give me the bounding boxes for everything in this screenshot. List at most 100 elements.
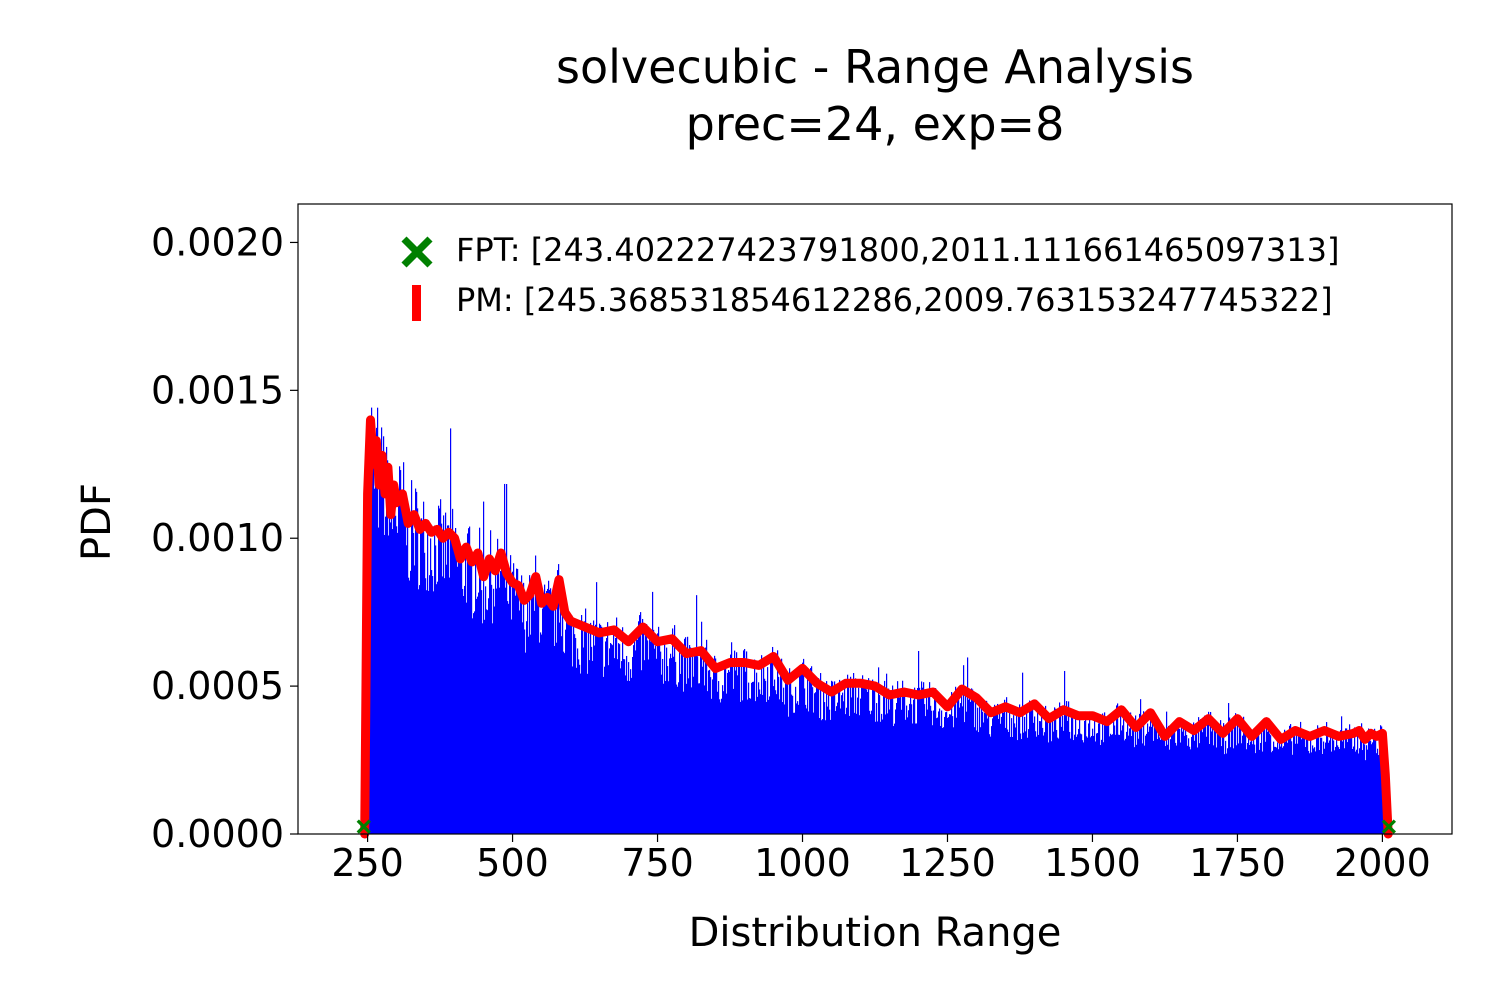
histogram-bar [848,687,850,834]
histogram-bar [1332,730,1334,834]
histogram-bar [655,645,657,834]
histogram-bar [405,512,407,834]
histogram-bar [1232,720,1234,834]
histogram-bar [705,647,707,834]
histogram-bar [1321,737,1323,834]
histogram-bar [633,645,635,834]
histogram-bar [980,727,982,834]
histogram-bar [1310,736,1312,834]
histogram-bar [691,687,693,834]
histogram-bar [781,658,783,834]
histogram-bar [729,671,731,834]
histogram-bar [737,675,739,834]
histogram-bar [373,433,375,834]
histogram-bar [684,638,686,834]
histogram-bar [911,704,913,834]
histogram-bar [1197,747,1199,834]
histogram-bar [872,679,874,834]
histogram-bar [975,693,977,834]
histogram-bar [1162,725,1164,834]
histogram-bar [1166,711,1168,834]
histogram-bar [396,526,398,834]
histogram-bar [1276,747,1278,834]
histogram-bar [1247,743,1249,834]
histogram-bar [920,693,922,834]
histogram-bar [1076,736,1078,834]
histogram-bar [1008,732,1010,834]
histogram-bar [786,680,788,834]
histogram-bar [415,488,417,834]
histogram-bar [1022,672,1024,834]
histogram-bar [517,568,519,834]
histogram-bar [986,700,988,834]
histogram-bar [639,615,641,834]
histogram-bar [1135,715,1137,834]
histogram-bar [1081,734,1083,834]
histogram-bar [1361,723,1363,834]
histogram-bar [534,610,536,834]
histogram-bar [414,565,416,834]
histogram-bar [961,690,963,834]
histogram-bar [1344,748,1346,834]
histogram-bar [866,689,868,834]
histogram-bar [1098,723,1100,834]
histogram-bar [1158,729,1160,834]
histogram-bar [728,669,730,834]
histogram-bar [490,530,492,834]
histogram-bar [1122,725,1124,834]
histogram-bar [531,595,533,834]
histogram-bar [1217,733,1219,834]
histogram-bar [958,689,960,834]
histogram-bar [802,662,804,834]
histogram-bar [988,713,990,834]
histogram-bar [738,659,740,834]
histogram-bar [751,682,753,834]
histogram-bar [999,709,1001,834]
histogram-bar [794,712,796,834]
histogram-bar [767,667,769,834]
histogram-bar [1379,740,1381,834]
histogram-bar [860,698,862,834]
histogram-bar [940,725,942,834]
histogram-bar [702,666,704,834]
histogram-bar [1046,720,1048,834]
histogram-bar [1185,721,1187,834]
histogram-bar [529,575,531,834]
histogram-bar [1319,750,1321,834]
histogram-bar [893,726,895,834]
histogram-bar [974,727,976,834]
histogram-bar [1364,744,1366,834]
histogram-bar [585,608,587,834]
histogram-bar [1163,729,1165,834]
histogram-bar [822,719,824,834]
histogram-bar [553,604,555,834]
histogram-bar [549,589,551,834]
histogram-bar [936,718,938,834]
histogram-bar [1229,717,1231,834]
histogram-bar [864,686,866,834]
histogram-bar [475,562,477,834]
histogram-bar [1056,730,1058,834]
histogram-bar [433,591,435,834]
histogram-bar [412,516,414,834]
histogram-bar [1200,719,1202,834]
y-tick-label: 0.0005 [151,664,284,708]
histogram-bar [1071,714,1073,834]
histogram-bar [658,626,660,834]
histogram-bar [1227,748,1229,834]
histogram-bar [923,682,925,834]
histogram-bar [878,667,880,834]
histogram-bar [1226,753,1228,834]
histogram-bar [602,627,604,834]
histogram-bar [1314,747,1316,834]
plot-frame [297,203,1453,835]
histogram-bar [393,484,395,834]
histogram-bar [880,721,882,834]
histogram-bar [768,699,770,834]
histogram-bar [807,675,809,834]
histogram-bar [1150,709,1152,834]
histogram-bar [742,700,744,834]
histogram-bar [1366,745,1368,834]
y-axis-ticks: 0.0000 0.0005 0.0010 0.0015 0.0020 [151,220,298,856]
histogram-bar [1177,727,1179,834]
